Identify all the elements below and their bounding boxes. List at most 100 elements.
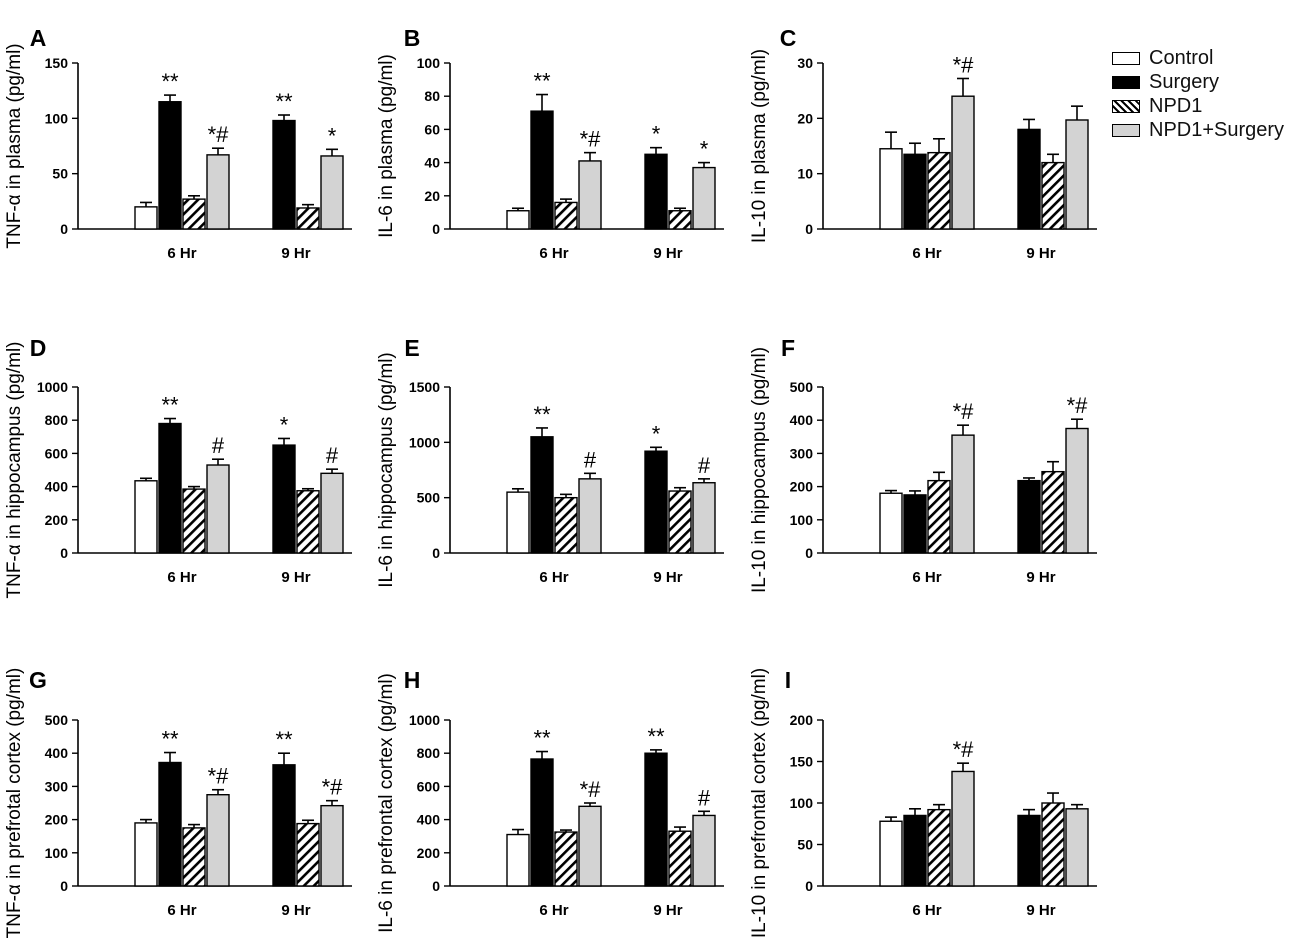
panel-f-bar-npd1 (1041, 470, 1065, 554)
panel-a-significance: ** (161, 69, 179, 94)
panel-b-significance: * (652, 122, 661, 147)
panel-h-category-label: 9 Hr (653, 902, 682, 919)
panel-b-bar-surgery (644, 153, 668, 230)
panel-i-category-label: 6 Hr (912, 902, 941, 919)
panel-i-significance: *# (953, 737, 975, 762)
panel-e-category-label: 9 Hr (653, 569, 682, 586)
panel-h-significance: ** (533, 726, 551, 751)
panel-b-tick-label: 40 (424, 155, 440, 171)
panel-b-category-label: 9 Hr (653, 245, 682, 262)
panel-d-significance: # (326, 443, 339, 468)
panel-b-significance: ** (533, 69, 551, 94)
panel-a-bar-npd1-surgery (206, 154, 230, 230)
panel-i-bar-npd1 (927, 808, 951, 887)
panel-c-category-label: 9 Hr (1026, 245, 1055, 262)
panel-a-tick-label: 0 (60, 221, 68, 237)
panel-g-significance: *# (322, 775, 344, 800)
panel-i-tick-label: 100 (790, 795, 814, 811)
panel-i-tick-label: 0 (805, 878, 813, 894)
panel-b-y-label: IL-6 in plasma (pg/ml) (376, 54, 397, 238)
panel-g-category-label: 6 Hr (167, 902, 196, 919)
panel-d-bar-control (134, 480, 158, 554)
legend-item-npd1: NPD1 (1112, 94, 1284, 118)
panel-a-bar-surgery (158, 101, 182, 230)
legend-swatch-surgery (1112, 75, 1140, 89)
panel-c-bar-npd1 (1041, 161, 1065, 230)
panel-i-bar-surgery (1017, 814, 1041, 887)
panel-h-significance: *# (580, 777, 602, 802)
panel-f-bar-npd1 (927, 479, 951, 554)
panel-e-significance: ** (533, 402, 551, 427)
panel-i-bar-surgery (903, 814, 927, 887)
panel-f-tick-label: 500 (790, 379, 814, 395)
panel-h-category-label: 6 Hr (539, 902, 568, 919)
panel-i-tick-label: 150 (790, 754, 814, 770)
panel-d-category-label: 9 Hr (281, 569, 310, 586)
panel-b-significance: * (700, 137, 709, 162)
panel-b-tick-label: 60 (424, 121, 440, 137)
panel-g-y-label: TNF-α in prefrotal cortex (pg/ml) (4, 668, 25, 939)
panel-i-tick-label: 50 (797, 837, 813, 853)
panel-e-bar-surgery (530, 436, 554, 554)
panel-d-bar-surgery (272, 444, 296, 554)
panel-a-bar-control (134, 206, 158, 230)
panel-g-bar-npd1 (296, 822, 320, 887)
panel-d-bar-npd1 (296, 490, 320, 554)
panel-f-bar-npd1-surgery (951, 434, 975, 554)
panel-c-significance: *# (953, 52, 975, 77)
panel-c-tick-label: 0 (805, 221, 813, 237)
panel-d-tick-label: 800 (45, 412, 69, 428)
panel-a-bar-npd1-surgery (320, 155, 344, 230)
panel-f-y-label: IL-10 in hippocampus (pg/ml) (749, 347, 770, 593)
panel-c-y-label: IL-10 in plasma (pg/ml) (749, 49, 770, 243)
panel-f-tick-label: 400 (790, 412, 814, 428)
legend-label-npd1-surgery: NPD1+Surgery (1149, 118, 1285, 141)
panel-a-category-label: 6 Hr (167, 245, 196, 262)
panel-f-tick-label: 200 (790, 479, 814, 495)
panel-a-bar-npd1 (182, 198, 206, 230)
panel-i-bar-npd1-surgery (1065, 808, 1089, 887)
panel-b-tick-label: 80 (424, 88, 440, 104)
panel-f-significance: *# (1067, 393, 1089, 418)
panel-b-bar-surgery (530, 110, 554, 230)
panel-h-tick-label: 200 (417, 845, 441, 861)
panel-g-tick-label: 100 (45, 845, 69, 861)
panel-h-tick-label: 800 (417, 745, 441, 761)
panel-e-tick-label: 0 (432, 545, 440, 561)
legend-label-npd1: NPD1 (1149, 94, 1203, 117)
panel-g-tick-label: 500 (45, 712, 69, 728)
panel-e-significance: # (584, 447, 597, 472)
panel-a-y-label: TNF-α in plasma (pg/ml) (4, 43, 25, 248)
panel-h-bar-npd1-surgery (692, 814, 716, 887)
panel-c-tick-label: 10 (797, 166, 813, 182)
panel-f-category-label: 6 Hr (912, 569, 941, 586)
panel-h-bar-control (506, 833, 530, 887)
panel-b-tick-label: 100 (417, 55, 441, 71)
panel-e-category-label: 6 Hr (539, 569, 568, 586)
legend-item-surgery: Surgery (1112, 70, 1284, 94)
legend-label-control: Control (1149, 46, 1214, 69)
panel-g-tick-label: 400 (45, 745, 69, 761)
panel-g-category-label: 9 Hr (281, 902, 310, 919)
panel-b-tick-label: 0 (432, 221, 440, 237)
legend-swatch-control (1112, 51, 1140, 65)
panel-c-category-label: 6 Hr (912, 245, 941, 262)
panel-c-bar-npd1 (927, 151, 951, 230)
panel-d-bar-npd1 (182, 488, 206, 554)
panel-e-significance: # (698, 453, 711, 478)
panel-h-bar-surgery (530, 758, 554, 887)
panel-e-bar-npd1 (554, 496, 578, 554)
legend-swatch-npd1 (1112, 99, 1140, 113)
panel-h-letter: H (404, 667, 421, 693)
panel-e-letter: E (404, 335, 419, 361)
panel-i-bar-npd1-surgery (951, 770, 975, 887)
panel-e-bar-npd1 (668, 490, 692, 554)
panel-b-tick-label: 20 (424, 188, 440, 204)
panel-b-bar-npd1 (668, 210, 692, 230)
panel-h-tick-label: 1000 (409, 712, 440, 728)
panel-f-bar-surgery (1017, 479, 1041, 554)
panel-c-bar-control (879, 148, 903, 230)
panel-g-significance: *# (208, 764, 230, 789)
panel-g-bar-control (134, 822, 158, 887)
panel-e-tick-label: 1500 (409, 379, 440, 395)
